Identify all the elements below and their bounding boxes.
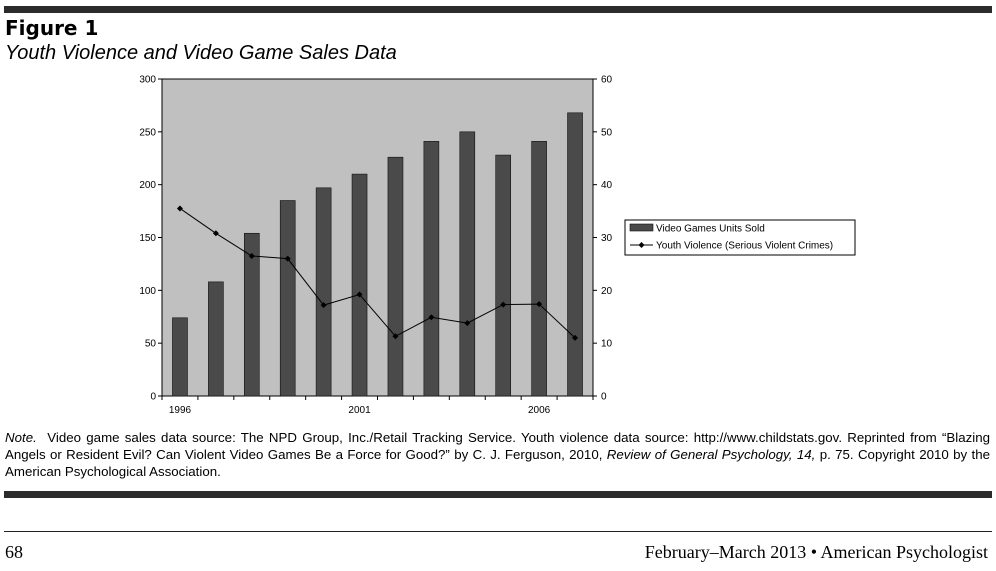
line-point <box>320 302 327 309</box>
note-text-1: Video game sales data source: The NPD Gr… <box>5 430 991 462</box>
line-point <box>464 320 471 327</box>
left-axis-tick-label: 250 <box>139 127 156 138</box>
bar <box>459 131 476 397</box>
note-label: Note. <box>5 430 37 445</box>
bar <box>387 156 404 397</box>
right-axis-tick-label: 20 <box>601 286 613 297</box>
bar <box>423 141 440 397</box>
line-point <box>500 301 507 308</box>
line-point <box>392 333 399 340</box>
bottom-rule <box>4 491 992 498</box>
left-axis-tick-label: 150 <box>139 233 156 244</box>
right-axis-tick-label: 30 <box>601 233 613 244</box>
x-axis-tick-label: 2006 <box>528 405 551 416</box>
left-axis-tick-label: 200 <box>139 180 156 191</box>
left-axis-tick-label: 0 <box>150 392 156 403</box>
x-axis-tick-label: 2001 <box>348 405 371 416</box>
note-text-2: p. 75. Copyright 2010 by the American Ps… <box>5 447 990 479</box>
figure-title: Youth Violence and Video Game Sales Data <box>5 42 397 64</box>
plot-area <box>161 78 594 397</box>
note-journal: Review of General Psychology, 14, <box>606 447 816 462</box>
bar <box>495 154 512 397</box>
right-axis-tick-label: 10 <box>601 339 613 350</box>
right-axis-tick-label: 50 <box>601 127 613 138</box>
bar <box>315 187 332 397</box>
line-point <box>176 205 183 212</box>
bar <box>243 232 260 397</box>
bar <box>351 173 368 397</box>
right-axis-tick-label: 40 <box>601 180 613 191</box>
line-point <box>284 255 291 262</box>
bar <box>172 317 188 397</box>
bar <box>567 112 583 397</box>
line-point <box>572 334 579 341</box>
bar <box>531 141 547 397</box>
line-point <box>212 230 219 237</box>
bar <box>208 281 224 397</box>
footer-rule <box>4 531 992 532</box>
figure-note: Note. Video game sales data source: The … <box>5 429 990 480</box>
left-axis-tick-label: 100 <box>139 286 156 297</box>
x-axis-tick-label: 1996 <box>169 405 192 416</box>
left-axis-tick-label: 300 <box>139 75 156 86</box>
line-point <box>356 291 363 298</box>
youth-violence-line <box>179 208 576 339</box>
page-number: 68 <box>5 542 23 562</box>
line-point <box>248 252 255 259</box>
right-axis-tick-label: 0 <box>601 392 607 403</box>
running-head: February–March 2013 • American Psycholog… <box>644 542 988 562</box>
figure-chart: 0 50 100 150 200 250 300 0 10 20 30 40 50 60 1996 2001 2… <box>139 75 856 416</box>
legend-label-video-games: Video Games Units Sold <box>656 224 765 235</box>
figure-label: Figure 1 <box>5 16 99 40</box>
right-axis-tick-label: 60 <box>601 75 613 86</box>
line-point <box>536 301 543 308</box>
bar <box>279 200 296 397</box>
line-point <box>428 314 435 321</box>
legend-box <box>624 219 856 256</box>
legend-line-marker <box>638 242 645 248</box>
top-rule <box>4 6 992 13</box>
left-axis-tick-label: 50 <box>145 339 157 350</box>
legend-label-youth-violence: Youth Violence (Serious Violent Crimes) <box>656 241 833 252</box>
legend-bar-swatch <box>629 223 654 232</box>
